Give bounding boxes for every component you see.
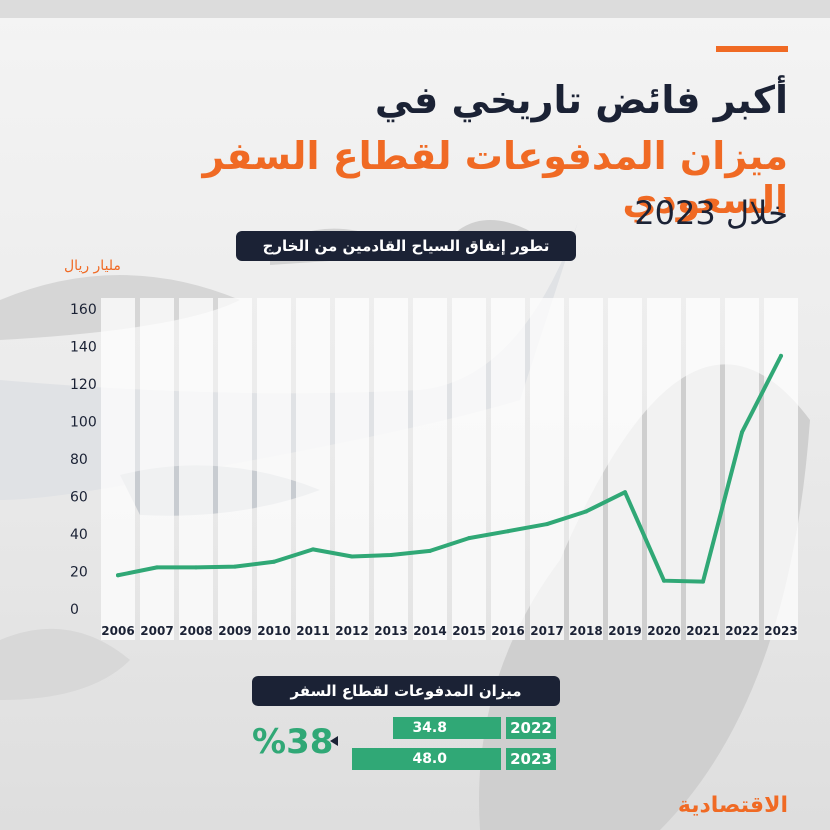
series-line [116, 353, 783, 584]
x-tick-label: 2023 [764, 624, 797, 638]
x-tick-label: 2013 [374, 624, 407, 638]
column-band [452, 298, 486, 640]
column-band [179, 298, 213, 640]
x-tick-label: 2021 [686, 624, 719, 638]
data-point [350, 554, 354, 559]
data-point [584, 509, 588, 514]
data-point [545, 522, 549, 527]
data-point [506, 529, 510, 534]
x-tick-label: 2012 [335, 624, 368, 638]
data-point [272, 559, 276, 564]
balance-year-2022: 2022 [506, 717, 556, 739]
x-tick-label: 2016 [491, 624, 524, 638]
chart-title: تطور إنفاق السياح القادمين من الخارج [236, 231, 576, 261]
column-band [140, 298, 174, 640]
data-point [701, 579, 705, 584]
column-band [608, 298, 642, 640]
data-point [194, 565, 198, 570]
line-chart: 0 20 40 60 80 100 120 140 160 2006 2007 2008 2009 201… [70, 298, 798, 640]
column-band [686, 298, 720, 640]
column-band [413, 298, 447, 640]
column-band [296, 298, 330, 640]
data-point [116, 573, 120, 578]
title-line-3: خلال 2023 [634, 194, 788, 232]
column-band [257, 298, 291, 640]
x-tick-label: 2008 [179, 624, 212, 638]
x-tick-label: 2014 [413, 624, 446, 638]
column-band [374, 298, 408, 640]
data-point [389, 553, 393, 557]
column-band [218, 298, 252, 640]
growth-percent: %38 [252, 722, 334, 762]
balance-year-2023: 2023 [506, 748, 556, 770]
balance-title: ميزان المدفوعات لقطاع السفر [252, 676, 560, 706]
column-band [764, 298, 798, 640]
x-tick-label: 2019 [608, 624, 641, 638]
y-axis-unit: مليار ريال [64, 258, 121, 274]
data-point [311, 547, 315, 552]
title-line-1: أكبر فائض تاريخي في [374, 78, 788, 122]
data-point [662, 578, 666, 583]
x-tick-label: 2011 [296, 624, 329, 638]
x-tick-label: 2015 [452, 624, 485, 638]
column-band [647, 298, 681, 640]
column-band [491, 298, 525, 640]
column-band [569, 298, 603, 640]
y-tick-label: 40 [70, 527, 88, 543]
data-point [740, 430, 744, 435]
x-tick-label: 2022 [725, 624, 758, 638]
title-line-2: ميزان المدفوعات لقطاع السفر السعودي [202, 134, 788, 222]
y-tick-label: 0 [70, 602, 79, 618]
column-band [530, 298, 564, 640]
y-tick-label: 160 [70, 302, 97, 318]
growth-arrow-icon [330, 736, 338, 746]
y-tick-label: 100 [70, 415, 97, 431]
x-tick-label: 2006 [101, 624, 134, 638]
accent-bar [716, 46, 788, 52]
data-point [233, 564, 237, 569]
data-point [155, 565, 159, 570]
y-tick-label: 20 [70, 565, 88, 581]
top-band [0, 0, 830, 18]
x-tick-label: 2017 [530, 624, 563, 638]
y-tick-label: 80 [70, 452, 88, 468]
data-point [623, 490, 627, 495]
balance-bar-2022: 34.8 [392, 717, 501, 739]
x-tick-label: 2009 [218, 624, 251, 638]
x-tick-label: 2010 [257, 624, 290, 638]
x-tick-label: 2020 [647, 624, 680, 638]
y-tick-label: 120 [70, 377, 97, 393]
x-tick-label: 2007 [140, 624, 173, 638]
y-tick-label: 140 [70, 340, 97, 356]
data-point [779, 353, 783, 358]
column-band [101, 298, 135, 640]
y-tick-label: 60 [70, 490, 88, 506]
column-band [725, 298, 759, 640]
data-point [428, 548, 432, 553]
publisher-logo: الاقتصادية [677, 793, 788, 818]
column-band [335, 298, 369, 640]
data-point [467, 536, 471, 541]
balance-bar-2023: 48.0 [352, 748, 501, 770]
x-tick-label: 2018 [569, 624, 602, 638]
